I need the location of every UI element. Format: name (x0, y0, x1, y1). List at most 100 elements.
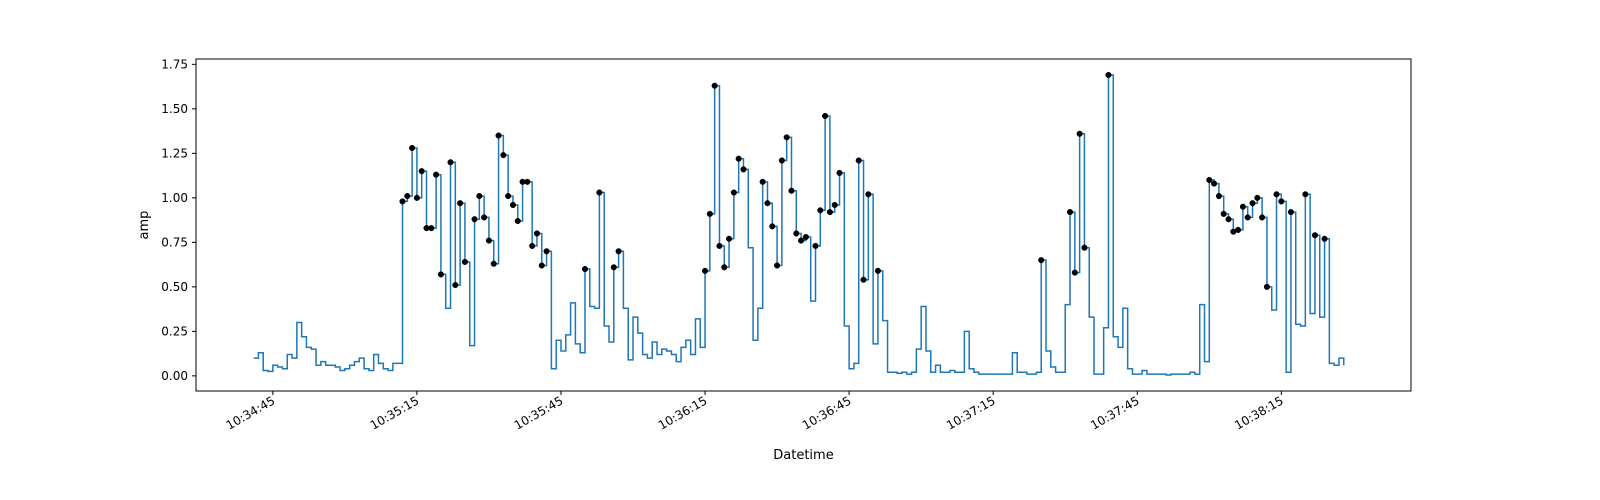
data-point-marker (1244, 214, 1251, 221)
data-point-marker (706, 210, 713, 217)
data-point-marker (1302, 191, 1309, 198)
y-axis-label: amp (137, 211, 152, 240)
data-point-marker (452, 282, 459, 289)
data-point-marker (702, 267, 709, 274)
data-point-marker (447, 159, 454, 166)
y-tick-label: 1.25 (161, 146, 188, 160)
data-point-marker (874, 267, 881, 274)
data-point-marker (533, 230, 541, 237)
data-point-marker (509, 201, 517, 209)
data-point-marker (1038, 257, 1045, 264)
y-tick-label: 0.00 (161, 369, 188, 383)
data-point-marker (481, 214, 488, 221)
plot-area (253, 71, 1345, 376)
data-point-marker (1321, 235, 1328, 242)
data-point-marker (1254, 194, 1261, 201)
data-point-marker (812, 242, 819, 249)
series-line (253, 74, 1345, 376)
data-point-marker (399, 198, 406, 205)
data-point-marker (1105, 71, 1112, 79)
y-tick-label: 0.25 (161, 324, 188, 338)
data-point-marker (730, 189, 737, 196)
data-point-marker (1278, 198, 1285, 205)
data-point-marker (418, 168, 425, 175)
data-point-marker (769, 223, 776, 230)
data-point-marker (721, 264, 728, 271)
data-point-marker (495, 132, 502, 139)
data-point-marker (490, 260, 497, 267)
data-point-marker (581, 266, 589, 273)
data-point-marker (1220, 210, 1227, 217)
y-tick-label: 1.00 (161, 191, 188, 205)
data-point-marker (711, 82, 718, 89)
data-point-marker (855, 157, 862, 164)
data-point-marker (485, 237, 492, 244)
data-point-marker (1311, 232, 1318, 239)
data-point-marker (716, 242, 723, 249)
data-point-marker (505, 193, 512, 200)
data-point-marker (461, 258, 468, 265)
data-point-marker (826, 209, 833, 216)
data-point-marker (764, 200, 771, 207)
data-point-marker (413, 194, 420, 201)
data-point-marker (865, 191, 872, 198)
data-point-marker (1225, 216, 1232, 223)
data-point-marker (1249, 200, 1256, 207)
data-point-marker (538, 262, 545, 269)
data-point-marker (514, 217, 521, 225)
data-point-marker (788, 187, 795, 194)
data-point-marker (778, 157, 785, 164)
data-point-marker (524, 178, 531, 185)
data-point-marker (774, 262, 781, 269)
y-tick-label: 0.75 (161, 235, 188, 249)
data-point-marker (1076, 130, 1083, 137)
axes-frame (195, 58, 1412, 392)
y-tick-label: 1.75 (161, 57, 188, 71)
data-point-marker (457, 200, 464, 207)
data-point-marker (404, 193, 411, 200)
data-point-marker (817, 207, 824, 214)
data-point-marker (759, 178, 766, 185)
data-point-marker (1273, 191, 1280, 198)
data-point-marker (836, 169, 843, 176)
data-point-marker (1263, 283, 1270, 290)
data-point-marker (793, 230, 800, 237)
data-point-marker (1066, 209, 1074, 216)
data-point-marker (433, 171, 440, 178)
data-point-marker (543, 248, 550, 255)
data-point-marker (1235, 226, 1242, 233)
data-point-marker (1071, 269, 1078, 276)
data-point-marker (1259, 214, 1266, 221)
data-point-marker (615, 248, 622, 255)
data-point-marker (726, 235, 733, 242)
data-point-marker (1081, 244, 1088, 251)
data-point-marker (822, 112, 829, 120)
data-point-marker (529, 242, 536, 249)
data-point-marker (860, 276, 867, 283)
data-point-marker (476, 193, 483, 200)
data-point-marker (437, 271, 444, 278)
y-tick-label: 1.50 (161, 102, 188, 116)
data-point-marker (428, 225, 435, 232)
data-point-marker (802, 233, 809, 241)
data-point-marker (596, 189, 603, 196)
data-point-marker (1287, 209, 1294, 216)
data-point-marker (1206, 177, 1213, 184)
data-point-marker (783, 134, 790, 141)
data-point-marker (1215, 193, 1222, 200)
data-point-marker (471, 216, 478, 223)
data-point-marker (735, 155, 742, 162)
data-point-marker (500, 152, 507, 159)
data-point-marker (798, 237, 805, 244)
data-point-marker (1211, 180, 1218, 187)
y-tick-label: 0.50 (161, 280, 188, 294)
x-axis-label: Datetime (773, 448, 833, 463)
data-point-marker (831, 201, 838, 209)
data-point-marker (610, 264, 617, 271)
y-axis: 0.00 0.25 0.50 0.75 1.00 1.25 1.50 1.75 (161, 57, 196, 383)
data-point-marker (1239, 203, 1246, 210)
data-point-marker (409, 144, 416, 152)
data-point-marker (740, 166, 747, 173)
